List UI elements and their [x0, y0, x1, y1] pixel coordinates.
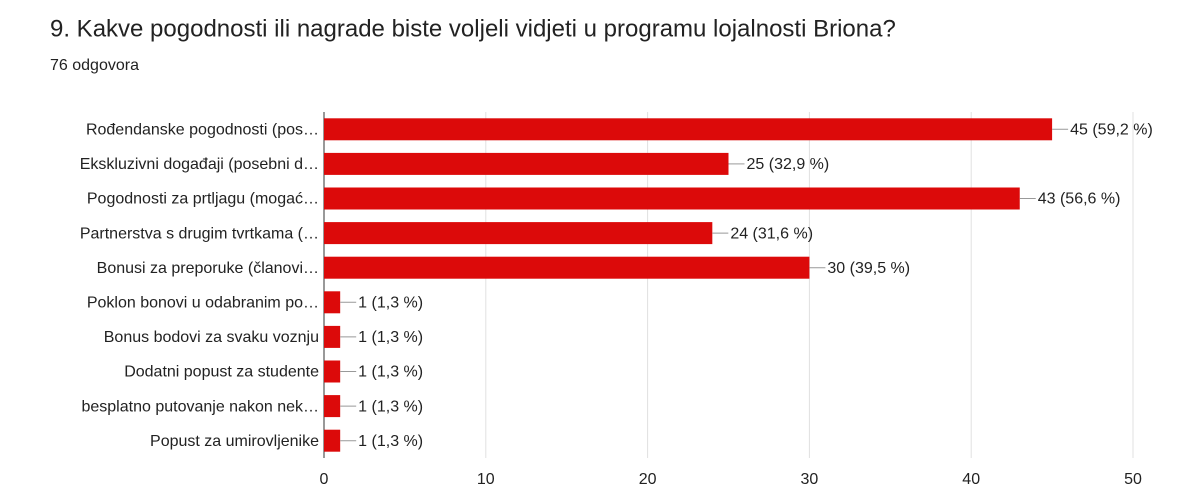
bar	[324, 325, 341, 348]
x-tick-label: 10	[477, 471, 495, 488]
bar	[324, 118, 1053, 141]
y-tick-label: Bonus bodovi za svaku voznju	[104, 329, 319, 346]
y-tick-label: Rođendanske pogodnosti (pos…	[86, 122, 319, 139]
value-label: 1 (1,3 %)	[358, 398, 423, 415]
y-tick-label: Pogodnosti za prtljagu (mogać…	[87, 191, 319, 208]
bar	[324, 291, 341, 314]
x-tick-label: 40	[962, 471, 980, 488]
bar	[324, 429, 341, 452]
x-tick-label: 0	[320, 471, 329, 488]
value-label: 1 (1,3 %)	[358, 329, 423, 346]
bar	[324, 395, 341, 418]
x-tick-label: 50	[1124, 471, 1142, 488]
bar	[324, 152, 729, 175]
chart-title: 9. Kakve pogodnosti ili nagrade biste vo…	[50, 15, 896, 42]
value-label: 30 (39,5 %)	[827, 260, 910, 277]
y-tick-label: Popust za umirovljenike	[150, 433, 319, 450]
value-label: 1 (1,3 %)	[358, 295, 423, 312]
value-label: 1 (1,3 %)	[358, 364, 423, 381]
value-label: 1 (1,3 %)	[358, 433, 423, 450]
y-tick-label: Dodatni popust za studente	[124, 364, 319, 381]
bar	[324, 256, 810, 279]
chart-subtitle: 76 odgovora	[50, 57, 139, 74]
x-tick-label: 20	[639, 471, 657, 488]
value-label: 24 (31,6 %)	[730, 225, 813, 242]
y-tick-label: Poklon bonovi u odabranim po…	[87, 295, 319, 312]
bar	[324, 187, 1020, 210]
bar	[324, 222, 713, 245]
value-label: 43 (56,6 %)	[1038, 191, 1121, 208]
value-label: 45 (59,2 %)	[1070, 122, 1153, 139]
x-tick-label: 30	[801, 471, 819, 488]
value-label: 25 (32,9 %)	[747, 156, 830, 173]
y-tick-label: Bonusi za preporuke (članovi…	[97, 260, 319, 277]
y-tick-label: Partnerstva s drugim tvrtkama (…	[80, 225, 319, 242]
y-tick-label: Ekskluzivni događaji (posebni d…	[80, 156, 319, 173]
bar	[324, 360, 341, 383]
y-tick-label: besplatno putovanje nakon nek…	[81, 398, 319, 415]
